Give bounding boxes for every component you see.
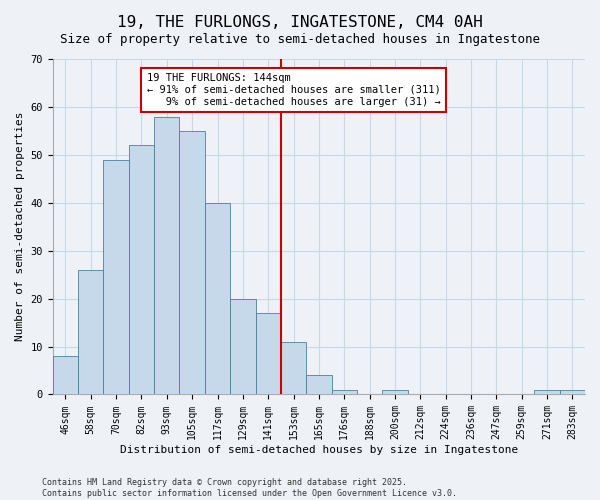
Bar [179, 131, 205, 394]
Bar [103, 160, 129, 394]
Bar [306, 376, 332, 394]
Text: Contains HM Land Registry data © Crown copyright and database right 2025.
Contai: Contains HM Land Registry data © Crown c… [42, 478, 457, 498]
Text: 19, THE FURLONGS, INGATESTONE, CM4 0AH: 19, THE FURLONGS, INGATESTONE, CM4 0AH [117, 15, 483, 30]
Bar [256, 313, 281, 394]
Bar [129, 146, 154, 394]
Bar [53, 356, 78, 395]
Bar [205, 203, 230, 394]
X-axis label: Distribution of semi-detached houses by size in Ingatestone: Distribution of semi-detached houses by … [120, 445, 518, 455]
Text: Size of property relative to semi-detached houses in Ingatestone: Size of property relative to semi-detach… [60, 32, 540, 46]
Bar [230, 298, 256, 394]
Bar [535, 390, 560, 394]
Bar [382, 390, 407, 394]
Bar [332, 390, 357, 394]
Bar [78, 270, 103, 394]
Bar [281, 342, 306, 394]
Y-axis label: Number of semi-detached properties: Number of semi-detached properties [15, 112, 25, 342]
Text: 19 THE FURLONGS: 144sqm
← 91% of semi-detached houses are smaller (311)
   9% of: 19 THE FURLONGS: 144sqm ← 91% of semi-de… [146, 74, 440, 106]
Bar [154, 116, 179, 394]
Bar [560, 390, 585, 394]
